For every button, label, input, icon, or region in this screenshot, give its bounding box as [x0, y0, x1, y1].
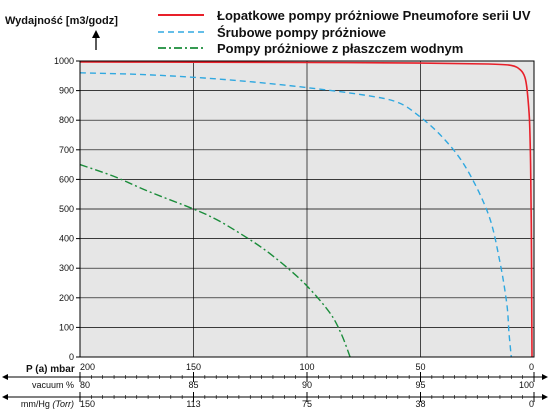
series-vane-pumps-line	[79, 61, 533, 358]
mmhg-scale-tick-label: 38	[415, 399, 425, 409]
x-tick-label: 100	[299, 362, 314, 372]
series-layer	[79, 61, 533, 358]
legend-label-water-jacket-pumps: Pompy próżniowe z płaszczem wodnym	[217, 41, 463, 56]
y-tick-label: 100	[59, 322, 74, 332]
mmhg-scale-tick-label: 0	[529, 399, 534, 409]
y-tick-label: 700	[59, 145, 74, 155]
mmhg-scale-tick-label: 113	[186, 399, 200, 409]
arrow-left-icon	[2, 394, 8, 400]
x-axis-pressure-label: P (a) mbar	[26, 364, 75, 375]
y-tick-label: 400	[59, 234, 74, 244]
legend: Łopatkowe pompy próżniowe Pneumofore ser…	[158, 8, 531, 56]
legend-label-screw-pumps: Śrubowe pompy próżniowe	[217, 25, 386, 40]
x-axis-ticks: 200 150 100 50 0	[80, 362, 534, 372]
vacuum-percent-scale: 80 85 90 95 100 vacuum %	[2, 372, 548, 390]
x-tick-label: 200	[80, 362, 95, 372]
grid	[80, 61, 534, 357]
series-water-jacket-pumps-line	[79, 163, 351, 358]
y-tick-label: 600	[59, 174, 74, 184]
legend-label-vane-pumps: Łopatkowe pompy próżniowe Pneumofore ser…	[217, 8, 531, 23]
y-axis-ticks: 0 100 200 300 400 500 600 700 800 900 1000	[54, 56, 80, 362]
y-axis-arrowhead-icon	[92, 30, 100, 38]
arrow-left-icon	[2, 374, 8, 380]
vacuum-scale-tick-label: 85	[188, 380, 198, 390]
plot-frame	[79, 60, 535, 358]
arrow-right-icon	[542, 394, 548, 400]
mmhg-scale-tick-label: 75	[302, 399, 312, 409]
vacuum-scale-tick-label: 100	[519, 380, 534, 390]
arrow-right-icon	[542, 374, 548, 380]
y-tick-label: 500	[59, 204, 74, 214]
y-tick-label: 0	[69, 352, 74, 362]
vacuum-scale-tick-label: 80	[80, 380, 90, 390]
vacuum-scale-tick-label: 90	[302, 380, 312, 390]
y-tick-label: 800	[59, 115, 74, 125]
y-tick-label: 300	[59, 263, 74, 273]
x-tick-label: 0	[529, 362, 534, 372]
series-screw-pumps-line	[79, 72, 512, 358]
x-tick-label: 150	[186, 362, 201, 372]
y-axis-title: Wydajność [m3/godz]	[5, 15, 118, 27]
mmhg-scale-label: mm/Hg (Torr)	[21, 399, 74, 409]
mmhg-scale: 150 113 75 38 0 mm/Hg (Torr)	[2, 392, 548, 409]
mmhg-scale-tick-label: 150	[80, 399, 95, 409]
y-tick-label: 1000	[54, 56, 74, 66]
vacuum-scale-tick-label: 95	[415, 380, 425, 390]
vacuum-scale-label: vacuum %	[32, 380, 74, 390]
y-tick-label: 200	[59, 293, 74, 303]
x-tick-label: 50	[415, 362, 425, 372]
y-tick-label: 900	[59, 86, 74, 96]
